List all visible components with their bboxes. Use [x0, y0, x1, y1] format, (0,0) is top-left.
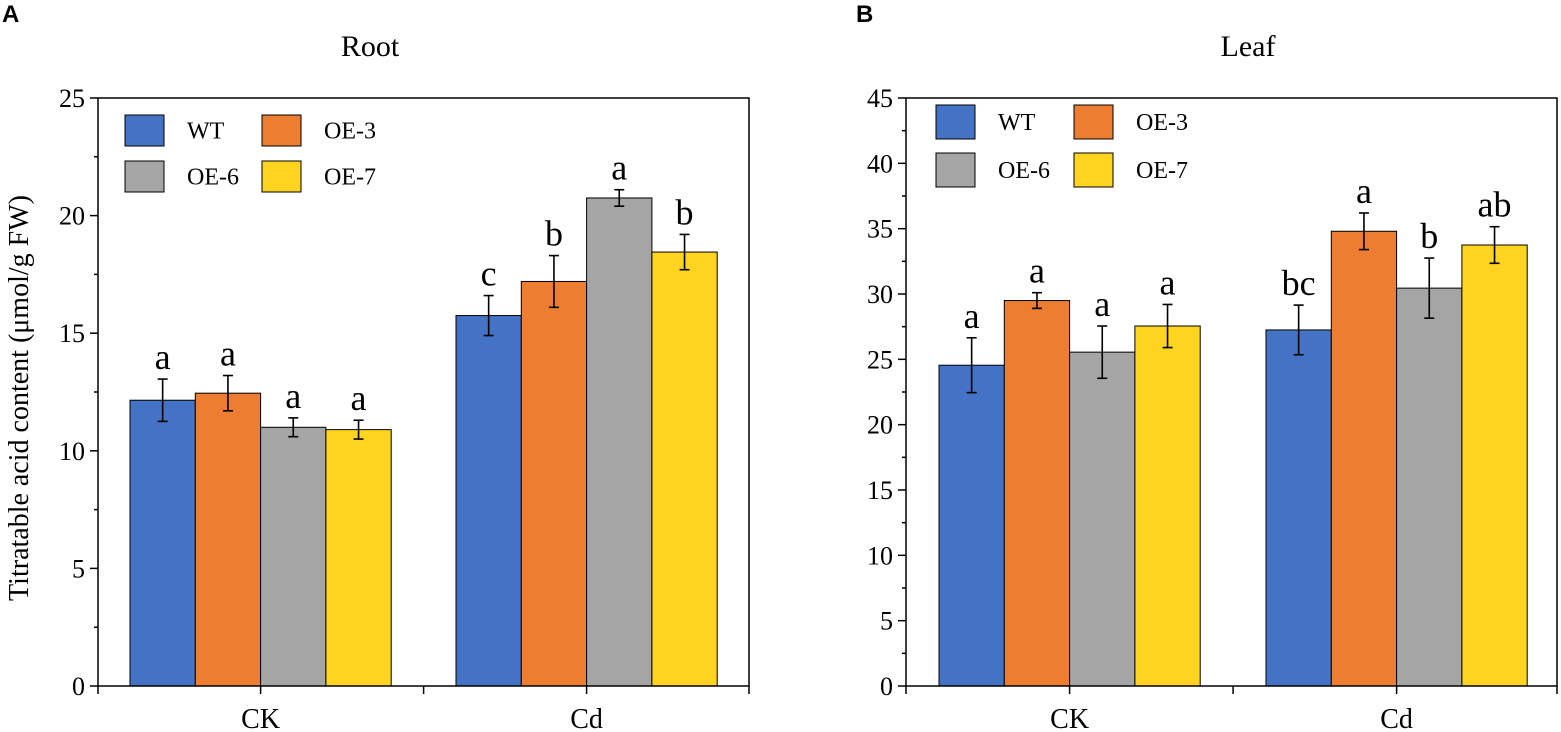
- legend-swatch-oe-3: [261, 114, 302, 147]
- error-bar-oe-7-ck: [353, 419, 364, 440]
- error-bar-oe-3-ck: [1031, 291, 1042, 310]
- panel-letter: B: [856, 1, 873, 28]
- bar-oe-3-cd: [1330, 230, 1398, 687]
- significance-label: a: [155, 337, 171, 377]
- legend-label-oe-6: OE-6: [998, 158, 1050, 184]
- significance-label: a: [285, 376, 301, 416]
- significance-label: b: [1420, 216, 1438, 256]
- legend-swatch-oe-6: [124, 160, 165, 193]
- legend-swatch-oe-6: [935, 152, 976, 188]
- y-tick-label: 40: [867, 149, 893, 178]
- significance-label: a: [351, 378, 367, 418]
- error-bar-oe-6-ck: [1097, 325, 1108, 380]
- significance-label: a: [220, 334, 236, 374]
- x-category-label: Cd: [570, 704, 603, 732]
- bar-oe-6-cd: [586, 197, 653, 687]
- significance-label: bc: [1282, 263, 1316, 303]
- y-tick-label: 35: [867, 215, 893, 244]
- significance-label: b: [545, 214, 563, 254]
- error-bar-oe-3-cd: [548, 254, 559, 309]
- legend-swatch-oe-3: [1073, 104, 1114, 140]
- y-tick-label: 10: [59, 437, 85, 466]
- panel-letter: A: [2, 1, 19, 28]
- legend-label-oe-7: OE-7: [1136, 158, 1188, 184]
- y-tick-label: 10: [867, 541, 893, 570]
- legend-label-wt: WT: [998, 110, 1036, 136]
- y-tick-label: 25: [867, 345, 893, 374]
- legend-label-oe-6: OE-6: [187, 165, 239, 191]
- significance-label: a: [1029, 251, 1045, 291]
- x-category-label: CK: [241, 704, 280, 732]
- legend-swatch-wt: [124, 114, 165, 147]
- y-tick-label: 20: [59, 202, 85, 231]
- bar-wt-ck: [129, 399, 196, 687]
- bar-oe-3-ck: [1003, 300, 1071, 687]
- error-bar-oe-6-cd: [1424, 257, 1435, 319]
- legend-swatch-oe-7: [261, 160, 302, 193]
- error-bar-oe-3-ck: [222, 374, 233, 412]
- bar-wt-cd: [1265, 329, 1332, 687]
- significance-label: c: [481, 254, 497, 294]
- error-bar-oe-7-cd: [1489, 225, 1500, 265]
- legend-label-wt: WT: [187, 119, 225, 145]
- significance-label: a: [1160, 262, 1176, 302]
- y-tick-label: 0: [880, 672, 893, 701]
- error-bar-oe-7-cd: [679, 233, 690, 271]
- y-tick-label: 5: [72, 554, 85, 583]
- error-bar-oe-3-cd: [1358, 212, 1369, 251]
- bar-oe-6-ck: [1069, 351, 1136, 687]
- error-bar-wt-ck: [157, 378, 168, 423]
- y-tick-label: 45: [867, 84, 893, 113]
- legend-swatch-wt: [935, 104, 976, 140]
- y-tick-label: 5: [880, 607, 893, 636]
- bar-oe-7-ck: [325, 429, 392, 687]
- significance-label: a: [611, 148, 627, 188]
- y-tick-label: 30: [867, 280, 893, 309]
- error-bar-oe-6-ck: [288, 417, 299, 438]
- y-tick-label: 15: [867, 476, 893, 505]
- legend-label-oe-3: OE-3: [1136, 110, 1188, 136]
- y-tick-label: 20: [867, 411, 893, 440]
- chart-title: Leaf: [1221, 30, 1276, 63]
- error-bar-wt-cd: [483, 294, 494, 337]
- significance-label: ab: [1478, 185, 1512, 225]
- y-tick-label: 25: [59, 84, 85, 113]
- bar-oe-3-ck: [194, 392, 262, 687]
- legend-swatch-oe-7: [1073, 152, 1114, 188]
- chart-title: Root: [341, 30, 400, 63]
- legend: WT OE-3 OE-6 OE-7: [935, 104, 1188, 188]
- y-tick-label: 0: [72, 672, 85, 701]
- legend-label-oe-7: OE-7: [324, 165, 376, 191]
- significance-label: a: [964, 296, 980, 336]
- bar-oe-3-cd: [520, 280, 588, 687]
- significance-label: a: [1094, 284, 1110, 324]
- error-bar-wt-ck: [966, 336, 977, 394]
- x-category-label: CK: [1050, 704, 1089, 732]
- error-bar-oe-6-cd: [614, 188, 625, 207]
- legend-label-oe-3: OE-3: [324, 119, 376, 145]
- x-category-label: Cd: [1380, 704, 1413, 732]
- bar-oe-6-cd: [1396, 287, 1463, 687]
- bar-wt-cd: [455, 315, 522, 687]
- significance-label: b: [676, 192, 694, 232]
- chart-panel-a: A Root a c a b a a a b 0 5 10 15 20 25 CK Cd Titratable ac…: [2, 1, 750, 732]
- bar-oe-7-cd: [1461, 244, 1528, 687]
- bar-wt-ck: [938, 364, 1005, 687]
- significance-label: a: [1356, 171, 1372, 211]
- bar-oe-6-ck: [260, 426, 327, 687]
- y-axis-label: Titratable acid content (μmol/g FW): [4, 195, 35, 601]
- bar-oe-7-cd: [651, 251, 718, 687]
- error-bar-oe-7-ck: [1162, 303, 1173, 349]
- error-bar-wt-cd: [1293, 304, 1304, 356]
- y-tick-label: 15: [59, 319, 85, 348]
- legend: WT OE-3 OE-6 OE-7: [124, 114, 376, 193]
- bar-oe-7-ck: [1134, 325, 1201, 687]
